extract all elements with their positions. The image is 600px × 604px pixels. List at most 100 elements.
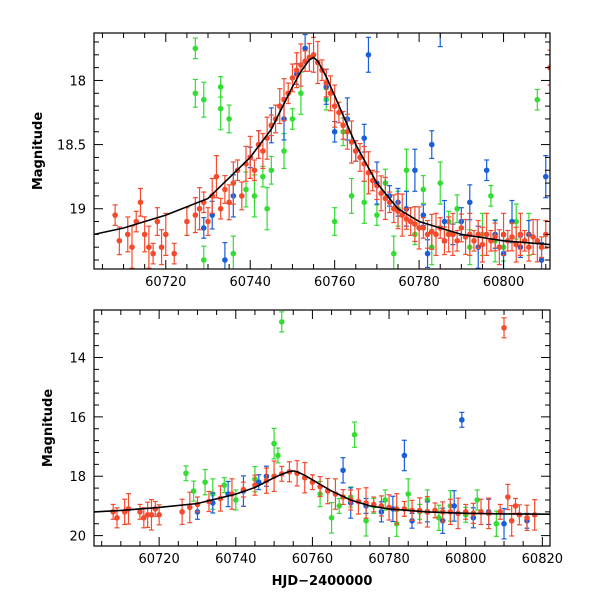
bottom-y-tick-label: 20 [69, 530, 86, 545]
bottom-data-point [497, 503, 503, 520]
top-data-point [141, 216, 148, 253]
top-data-point [251, 159, 258, 182]
top-data-point [416, 206, 422, 250]
top-data-point [403, 148, 410, 192]
bottom-data-point [309, 474, 316, 491]
bottom-y-tick-label: 14 [69, 351, 86, 366]
bottom-data-point [144, 501, 151, 529]
top-x-tick-label: 60780 [398, 275, 439, 290]
top-data-point [344, 113, 351, 150]
bottom-data-point [401, 500, 408, 517]
top-data-point [112, 204, 118, 226]
top-data-point [390, 235, 397, 269]
top-data-point [192, 37, 199, 60]
bottom-data-point [194, 496, 201, 513]
bottom-x-tick-label: 60820 [522, 552, 563, 567]
top-data-point [526, 232, 532, 262]
bottom-data-point [278, 311, 285, 333]
bottom-x-tick-label: 60760 [292, 552, 333, 567]
top-data-point [479, 226, 486, 263]
top-data-point [534, 88, 541, 111]
top-data-point [492, 222, 498, 252]
top-data-point [124, 216, 131, 253]
top-data-point [471, 229, 477, 252]
top-data-point [205, 207, 211, 236]
top-data-point [462, 218, 469, 255]
bottom-data-point [202, 468, 208, 496]
top-series [112, 36, 550, 269]
top-data-point [530, 218, 536, 255]
top-model-curve [94, 56, 550, 246]
top-y-tick-label: 18.5 [57, 139, 86, 154]
top-data-point [209, 177, 216, 214]
top-data-point [428, 130, 435, 160]
top-data-point [437, 33, 443, 48]
top-data-point [200, 245, 207, 269]
bottom-data-point [336, 497, 343, 514]
top-data-point [154, 207, 161, 236]
bottom-data-point [351, 421, 358, 448]
top-x-tick-label: 60740 [230, 275, 271, 290]
top-data-point [424, 219, 431, 249]
top-data-point [327, 75, 334, 112]
top-data-point [129, 225, 135, 269]
top-data-point [420, 217, 427, 239]
top-data-point [420, 175, 427, 204]
top-data-point [293, 52, 300, 89]
top-data-point [412, 148, 418, 192]
bottom-data-point [459, 411, 465, 428]
top-data-point [285, 82, 292, 105]
bottom-data-point [355, 488, 362, 515]
top-data-point [395, 193, 401, 230]
top-data-point [230, 235, 237, 269]
top-data-point [374, 204, 380, 226]
top-data-point [357, 142, 363, 172]
top-data-point [407, 207, 414, 236]
bottom-data-point [190, 480, 197, 502]
bottom-y-tick-label: 16 [69, 411, 86, 426]
bottom-data-point [183, 465, 189, 482]
top-data-point [192, 78, 199, 108]
bottom-data-point [474, 489, 480, 511]
bottom-x-tick-label: 60720 [138, 552, 179, 567]
top-data-point [133, 210, 140, 233]
bottom-data-point [462, 503, 469, 520]
top-x-tick-label: 60720 [145, 275, 186, 290]
top-data-point [226, 104, 232, 134]
top-data-point [289, 108, 296, 130]
bottom-data-point [505, 483, 511, 511]
bottom-data-point [405, 478, 412, 510]
bottom-data-point [401, 439, 408, 472]
top-data-point [378, 175, 384, 212]
top-data-point [331, 84, 338, 128]
top-data-point [251, 174, 258, 218]
top-data-point [441, 226, 448, 256]
top-data-point [538, 236, 545, 259]
top-data-point [184, 207, 190, 236]
top-data-point [268, 155, 275, 185]
top-data-point [403, 208, 410, 230]
top-data-point [158, 229, 165, 266]
x-axis-label: HJD−2400000 [272, 574, 373, 589]
top-data-point [500, 212, 507, 257]
top-data-point [475, 219, 482, 249]
bottom-data-point [148, 499, 155, 531]
top-data-point [348, 120, 355, 164]
bottom-data-point [324, 477, 331, 505]
bottom-data-point [121, 498, 128, 526]
top-data-point [243, 145, 249, 182]
top-data-point [200, 81, 207, 118]
top-data-point [276, 88, 283, 125]
bottom-data-point [340, 457, 346, 484]
top-data-point [513, 226, 520, 263]
top-data-point [222, 241, 228, 269]
bottom-data-point [275, 447, 281, 464]
top-data-point [217, 76, 224, 98]
top-data-point [488, 185, 494, 207]
top-x-tick-label: 60760 [314, 275, 355, 290]
bottom-data-point [271, 427, 277, 460]
bottom-data-point [240, 481, 247, 498]
top-data-point [542, 155, 549, 199]
top-data-point [390, 194, 397, 224]
